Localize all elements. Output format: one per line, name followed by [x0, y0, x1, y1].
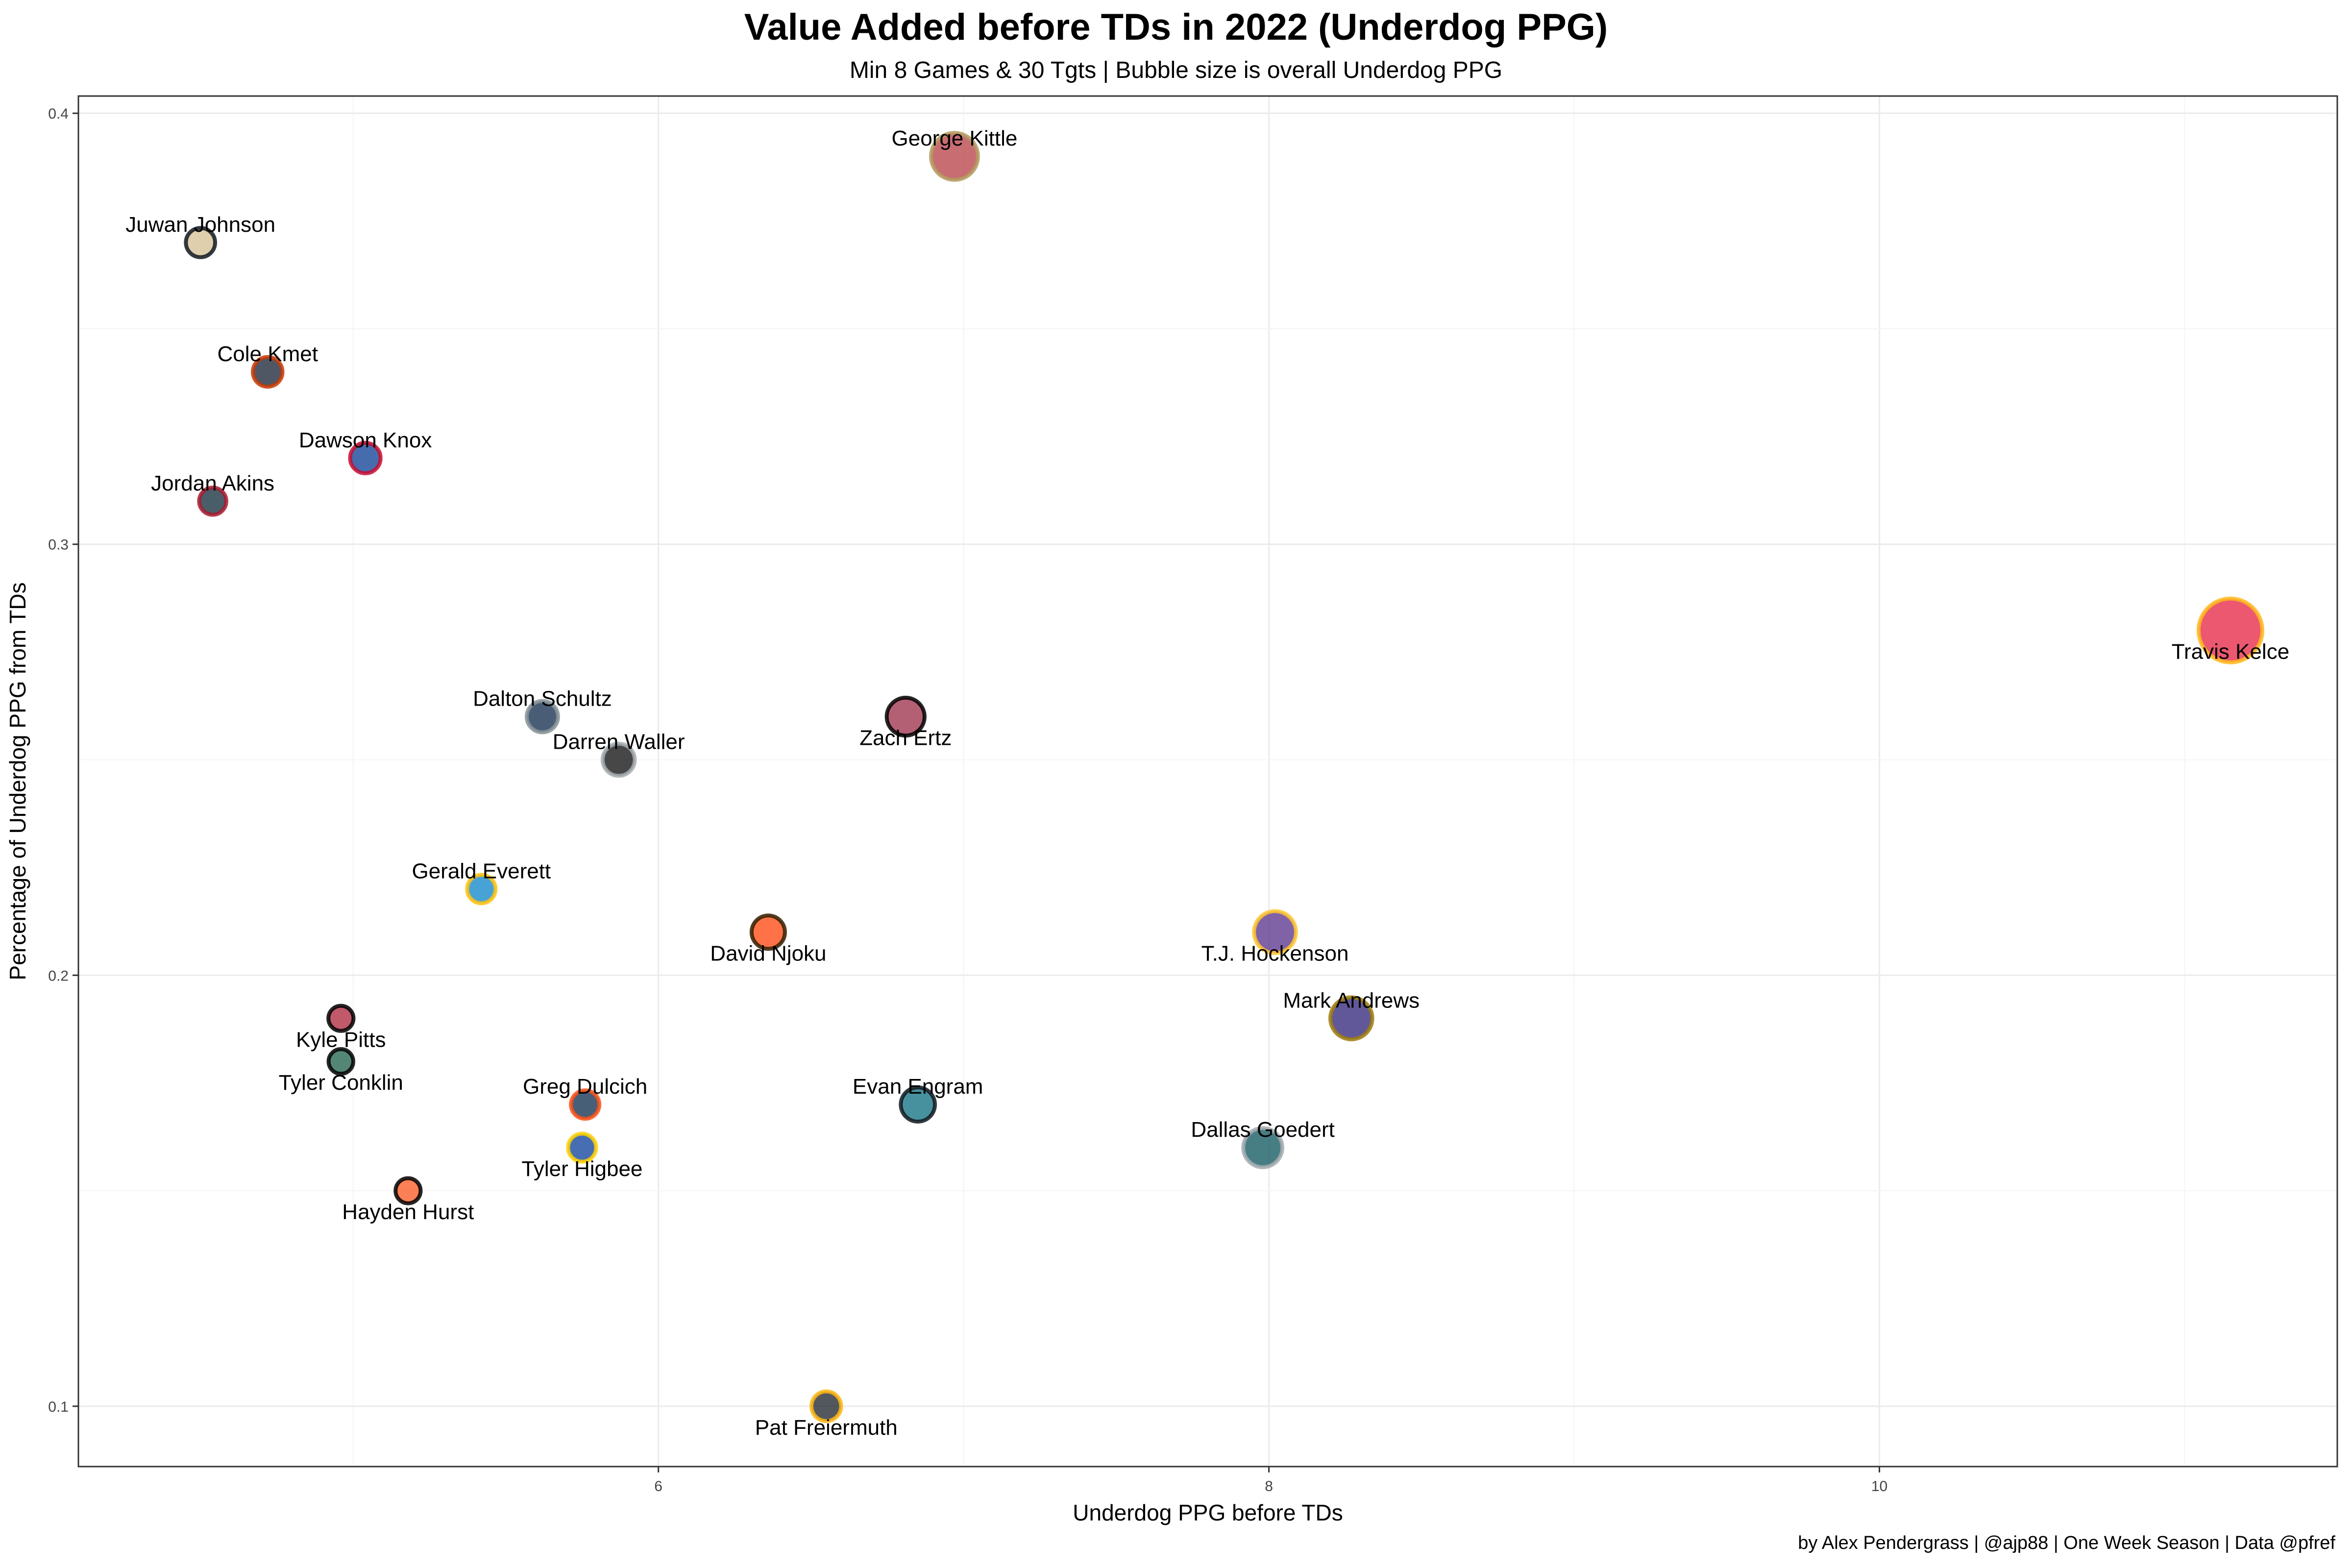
chart-subtitle: Min 8 Games & 30 Tgts | Bubble size is o…: [849, 57, 1503, 83]
bubble-point: [884, 695, 927, 738]
bubble-label: Travis Kelce: [2172, 640, 2289, 664]
bubble-point: [600, 741, 637, 778]
bubble-label: Mark Andrews: [1283, 988, 1420, 1012]
bubble-label: Dalton Schultz: [473, 687, 612, 711]
bubble-point: [569, 1088, 602, 1121]
bubble-label: David Njoku: [710, 941, 826, 965]
bubble-label: Juwan Johnson: [125, 213, 275, 237]
x-tick-label: 8: [1265, 1478, 1273, 1494]
bubble-point: [1328, 995, 1374, 1042]
bubble-label: Gerald Everett: [412, 859, 551, 883]
bubble-point: [929, 131, 980, 182]
bubbles: [184, 131, 2265, 1423]
bubble-label: Zach Ertz: [859, 726, 952, 750]
bubble-point: [251, 355, 285, 389]
bubble-label: Greg Dulcich: [523, 1075, 647, 1099]
bubble-point: [326, 1047, 355, 1076]
y-tick-label: 0.2: [48, 968, 69, 984]
bubble-label: Dallas Goedert: [1191, 1118, 1334, 1142]
bubble-point: [749, 913, 787, 951]
bubble-label: Evan Engram: [853, 1075, 983, 1099]
bubble-point: [197, 486, 228, 517]
chart-title: Value Added before TDs in 2022 (Underdog…: [744, 6, 1608, 48]
x-tick-label: 6: [654, 1478, 662, 1494]
bubble-point: [1241, 1126, 1285, 1170]
x-tick-label: 10: [1871, 1478, 1887, 1494]
bubble-label: Jordan Akins: [151, 471, 274, 495]
bubble-label: Cole Kmet: [218, 342, 318, 366]
bubble-label: Dawson Knox: [299, 428, 432, 452]
bubble-point: [524, 699, 560, 735]
bubble-point: [809, 1389, 843, 1423]
bubble-point: [2196, 596, 2265, 664]
y-tick-label: 0.4: [48, 106, 69, 122]
bubble-point: [566, 1131, 598, 1164]
bubble-label: Darren Waller: [553, 730, 685, 754]
bubble-label: T.J. Hockenson: [1201, 941, 1349, 965]
bubble-labels: George Kittle Juwan Johnson Cole Kmet Dawso…: [125, 126, 2289, 1440]
bubble-point: [899, 1085, 937, 1124]
bubble-label: Tyler Conklin: [279, 1071, 403, 1095]
bubble-point: [348, 441, 383, 475]
y-axis-title: Percentage of Underdog PPG from TDs: [5, 582, 30, 980]
grid-lines: [78, 96, 2337, 1467]
bubble-label: George Kittle: [892, 126, 1018, 150]
y-tick-label: 0.1: [48, 1399, 69, 1415]
bubble-label: Pat Freiermuth: [755, 1416, 898, 1440]
chart-caption: by Alex Pendergrass | @ajp88 | One Week …: [1798, 1533, 2335, 1553]
bubble-label: Tyler Higbee: [521, 1157, 642, 1181]
bubble-point: [1252, 909, 1298, 956]
bubble-point: [326, 1004, 356, 1033]
bubble-label: Hayden Hurst: [342, 1200, 474, 1224]
panel-border: [77, 95, 2338, 1468]
bubble-point: [465, 873, 498, 906]
axis-ticks: 6 8 10 0.1 0.2 0.3 0.4: [48, 106, 1887, 1494]
y-tick-label: 0.3: [48, 537, 69, 553]
bubble-point: [393, 1176, 423, 1205]
x-axis-title: Underdog PPG before TDs: [1073, 1500, 1343, 1525]
bubble-point: [184, 226, 218, 259]
bubble-label: Kyle Pitts: [296, 1028, 386, 1052]
